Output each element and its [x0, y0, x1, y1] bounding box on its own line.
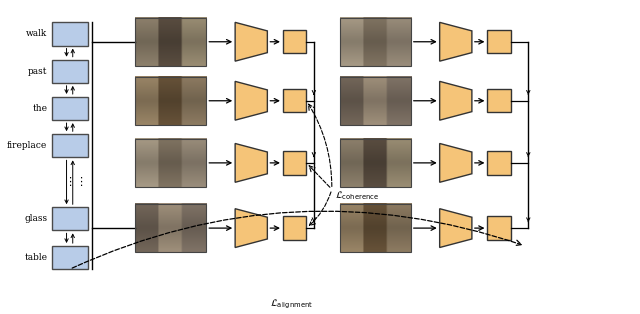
Bar — [340, 18, 411, 66]
Bar — [135, 18, 206, 66]
FancyBboxPatch shape — [488, 151, 511, 175]
Text: the: the — [33, 104, 47, 113]
FancyBboxPatch shape — [488, 89, 511, 112]
FancyBboxPatch shape — [52, 97, 88, 120]
Polygon shape — [440, 22, 472, 61]
FancyBboxPatch shape — [283, 89, 307, 112]
FancyBboxPatch shape — [52, 246, 88, 269]
Polygon shape — [235, 143, 268, 182]
Polygon shape — [440, 81, 472, 120]
FancyBboxPatch shape — [283, 216, 307, 240]
Polygon shape — [235, 22, 268, 61]
Text: $\mathcal{L}_{\mathrm{alignment}}$: $\mathcal{L}_{\mathrm{alignment}}$ — [270, 297, 313, 311]
Polygon shape — [235, 209, 268, 247]
Bar — [135, 77, 206, 125]
Text: table: table — [24, 253, 47, 262]
Text: fireplace: fireplace — [7, 141, 47, 150]
Bar — [340, 77, 411, 125]
FancyBboxPatch shape — [52, 134, 88, 157]
FancyBboxPatch shape — [283, 30, 307, 53]
Bar — [135, 204, 206, 252]
Polygon shape — [235, 81, 268, 120]
Bar — [135, 139, 206, 187]
Text: ⋮: ⋮ — [76, 177, 86, 187]
FancyBboxPatch shape — [283, 151, 307, 175]
FancyBboxPatch shape — [488, 30, 511, 53]
FancyBboxPatch shape — [52, 22, 88, 46]
Polygon shape — [440, 143, 472, 182]
Text: ⋮: ⋮ — [64, 177, 76, 187]
Text: past: past — [28, 67, 47, 76]
Text: $\mathcal{L}_{\mathrm{coherence}}$: $\mathcal{L}_{\mathrm{coherence}}$ — [335, 189, 379, 202]
Text: walk: walk — [26, 30, 47, 39]
FancyBboxPatch shape — [52, 207, 88, 230]
FancyBboxPatch shape — [488, 216, 511, 240]
Text: glass: glass — [24, 214, 47, 223]
FancyBboxPatch shape — [52, 60, 88, 83]
Polygon shape — [440, 209, 472, 247]
Bar — [340, 204, 411, 252]
Bar — [340, 139, 411, 187]
